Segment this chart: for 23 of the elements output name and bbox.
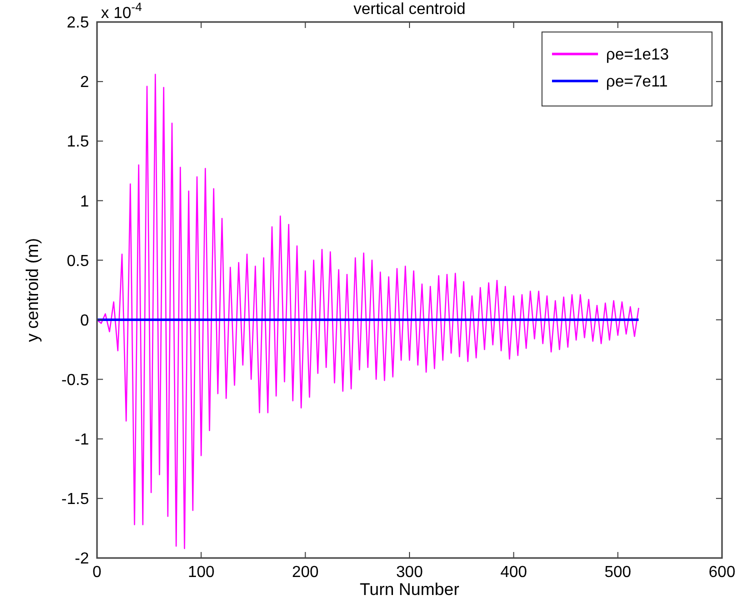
x-tick-label: 200 [292, 564, 319, 581]
y-tick-label: -1.5 [61, 491, 90, 508]
y-tick-label: 0.5 [66, 252, 90, 270]
y-tick-label: -2 [74, 550, 90, 568]
x-tick-label: 100 [188, 564, 215, 581]
y-tick-label: 0 [80, 312, 90, 330]
y-tick-label: 2 [80, 74, 90, 92]
x-tick-label: 500 [604, 564, 632, 581]
y-axis-title: y centroid (m) [23, 238, 42, 342]
legend-label: ρe=7e11 [606, 74, 668, 91]
y-tick-label: -0.5 [61, 372, 90, 389]
x-tick-label: 300 [396, 564, 423, 581]
x-tick-label: 0 [92, 564, 102, 581]
y-tick-label: 2.5 [66, 14, 90, 32]
x-tick-label: 400 [500, 564, 528, 581]
legend-label: ρe=1e13 [606, 46, 670, 64]
y-tick-label: 1 [80, 193, 90, 210]
chart-title: vertical centroid [353, 1, 466, 18]
x-axis-title: Turn Number [360, 580, 460, 599]
x-tick-label: 600 [708, 564, 736, 581]
y-tick-label: 1.5 [66, 134, 90, 151]
annotation: x 10$^{-4}$ [101, 0, 142, 22]
y-tick-label: -1 [74, 431, 90, 448]
